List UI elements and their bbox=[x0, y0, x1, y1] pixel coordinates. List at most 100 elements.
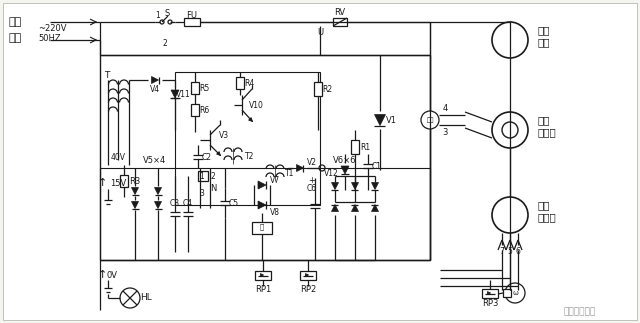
Polygon shape bbox=[351, 182, 358, 190]
Text: V6×6: V6×6 bbox=[333, 155, 356, 164]
Text: V7: V7 bbox=[270, 175, 280, 184]
Text: T1: T1 bbox=[285, 169, 294, 178]
Text: T: T bbox=[104, 70, 109, 79]
Circle shape bbox=[421, 111, 439, 129]
Bar bbox=[255, 271, 271, 280]
Text: RP1: RP1 bbox=[255, 286, 271, 295]
Polygon shape bbox=[154, 202, 161, 209]
Text: 3: 3 bbox=[442, 128, 448, 137]
Text: 拖动
电机: 拖动 电机 bbox=[538, 25, 550, 47]
Polygon shape bbox=[351, 204, 358, 212]
Text: 6: 6 bbox=[516, 246, 520, 255]
Text: V2: V2 bbox=[307, 158, 317, 166]
Text: V5×4: V5×4 bbox=[143, 155, 166, 164]
Text: R4: R4 bbox=[244, 78, 254, 88]
Polygon shape bbox=[341, 166, 349, 174]
Polygon shape bbox=[296, 164, 303, 172]
Text: RV: RV bbox=[335, 7, 346, 16]
Text: 15V: 15V bbox=[110, 179, 126, 187]
Text: 1: 1 bbox=[200, 172, 204, 181]
Polygon shape bbox=[154, 187, 161, 194]
Text: 中线: 中线 bbox=[8, 33, 21, 43]
Text: N: N bbox=[210, 183, 216, 193]
Bar bbox=[300, 271, 316, 280]
Bar bbox=[191, 104, 199, 116]
Text: V12: V12 bbox=[324, 169, 339, 178]
Text: 4: 4 bbox=[442, 103, 447, 112]
Bar bbox=[120, 175, 128, 187]
Text: RP3: RP3 bbox=[482, 298, 498, 307]
Bar bbox=[333, 18, 347, 26]
Text: C5: C5 bbox=[229, 199, 239, 207]
Bar bbox=[184, 18, 200, 26]
Text: C4: C4 bbox=[183, 199, 193, 207]
Text: ~220V: ~220V bbox=[38, 24, 67, 33]
Bar bbox=[100, 168, 430, 260]
Text: ↑: ↑ bbox=[97, 270, 107, 280]
Text: R1: R1 bbox=[360, 142, 370, 151]
Text: C2: C2 bbox=[202, 152, 212, 162]
Text: 输: 输 bbox=[260, 224, 264, 230]
Bar bbox=[236, 77, 244, 89]
Circle shape bbox=[502, 122, 518, 138]
Text: 2: 2 bbox=[163, 38, 168, 47]
Bar bbox=[198, 171, 208, 181]
Text: 0V: 0V bbox=[106, 270, 118, 279]
Circle shape bbox=[492, 197, 528, 233]
Polygon shape bbox=[371, 182, 378, 190]
Polygon shape bbox=[131, 202, 138, 209]
Polygon shape bbox=[332, 182, 339, 190]
Bar bbox=[482, 289, 498, 298]
Text: 50HZ: 50HZ bbox=[38, 34, 61, 43]
Polygon shape bbox=[258, 201, 266, 209]
Text: 2: 2 bbox=[211, 172, 216, 181]
Polygon shape bbox=[171, 90, 179, 98]
Text: HL: HL bbox=[140, 294, 152, 303]
Text: R5: R5 bbox=[199, 84, 209, 92]
Bar bbox=[100, 55, 430, 260]
Text: 5: 5 bbox=[508, 246, 513, 255]
Text: 1: 1 bbox=[156, 11, 161, 19]
Bar bbox=[351, 140, 359, 154]
Text: R2: R2 bbox=[322, 85, 332, 93]
Text: RP2: RP2 bbox=[300, 286, 316, 295]
Text: V4: V4 bbox=[150, 85, 160, 93]
Text: C1: C1 bbox=[372, 162, 382, 171]
Text: V8: V8 bbox=[270, 207, 280, 216]
Text: 相线: 相线 bbox=[8, 17, 21, 27]
Bar bbox=[191, 82, 199, 94]
Bar bbox=[503, 289, 511, 297]
Text: V10: V10 bbox=[248, 100, 264, 109]
Text: R3: R3 bbox=[129, 176, 141, 185]
Text: C6: C6 bbox=[307, 183, 317, 193]
Text: 输出: 输出 bbox=[426, 117, 434, 123]
Text: 7: 7 bbox=[500, 246, 504, 255]
Text: 电磁
离合器: 电磁 离合器 bbox=[538, 115, 557, 137]
Bar bbox=[252, 222, 272, 234]
Circle shape bbox=[505, 283, 525, 303]
Text: 3: 3 bbox=[200, 189, 204, 197]
Text: S: S bbox=[164, 8, 170, 17]
Circle shape bbox=[492, 112, 528, 148]
Text: ↑: ↑ bbox=[97, 178, 107, 188]
Polygon shape bbox=[152, 77, 159, 84]
Text: 电工电气学习: 电工电气学习 bbox=[564, 307, 596, 317]
Text: 40V: 40V bbox=[111, 152, 125, 162]
Text: 测速
发电机: 测速 发电机 bbox=[538, 200, 557, 222]
Text: V11: V11 bbox=[175, 89, 190, 99]
Text: T2: T2 bbox=[245, 151, 255, 161]
Text: ω: ω bbox=[512, 290, 518, 296]
Polygon shape bbox=[332, 204, 339, 212]
Text: U: U bbox=[317, 27, 323, 36]
Bar bbox=[175, 72, 320, 205]
Polygon shape bbox=[131, 187, 138, 194]
Text: R6: R6 bbox=[199, 106, 209, 114]
Bar bbox=[314, 82, 322, 96]
Text: V3: V3 bbox=[219, 130, 229, 140]
Polygon shape bbox=[371, 204, 378, 212]
Circle shape bbox=[120, 288, 140, 308]
Polygon shape bbox=[258, 181, 266, 189]
Polygon shape bbox=[374, 114, 385, 126]
Circle shape bbox=[492, 22, 528, 58]
Text: V1: V1 bbox=[385, 116, 397, 124]
